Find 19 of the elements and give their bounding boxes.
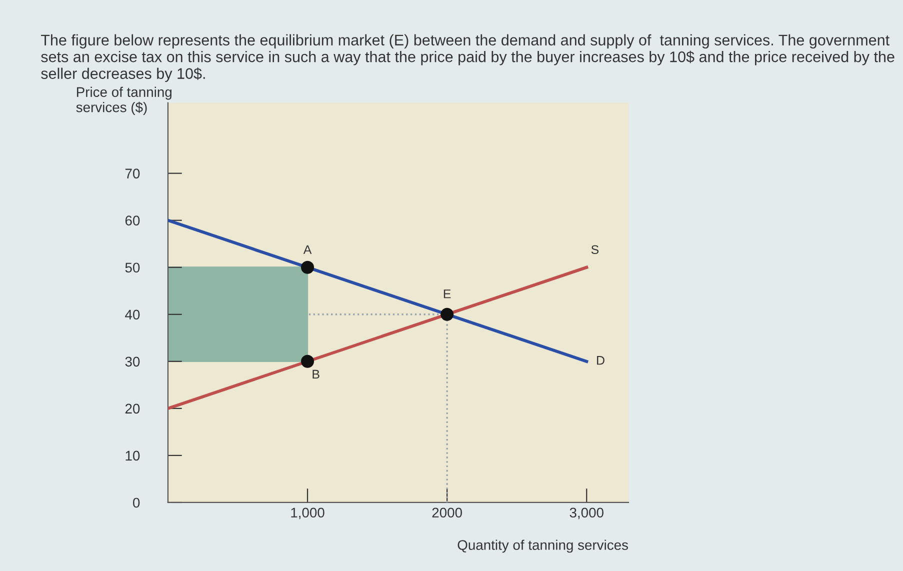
y-tick-label: 10 xyxy=(126,450,140,461)
y-tick-label: 20 xyxy=(125,404,140,414)
annotation: B xyxy=(312,370,320,379)
x-axis-title: Quantity of tanning services xyxy=(458,540,628,553)
annotation: E xyxy=(444,290,451,298)
y-tick-label: 30 xyxy=(125,356,140,367)
x-tick-label: 1,000 xyxy=(291,508,324,520)
annotation: A xyxy=(303,245,312,254)
y-tick-label: 70 xyxy=(125,168,140,178)
y-axis-title: Price of tanning services ($) xyxy=(76,86,172,115)
y-tick-label: 40 xyxy=(125,310,140,320)
x-tick-label: 2000 xyxy=(432,508,462,518)
annotation: S xyxy=(591,245,599,254)
x-tick-label: 3,000 xyxy=(570,508,604,520)
y-tick-label: 60 xyxy=(125,216,140,226)
annotation: D xyxy=(597,356,604,365)
y-tick-label: 50 xyxy=(125,262,140,273)
y-tick-label: 0 xyxy=(133,498,140,508)
chart-title: The figure below represents the equilibrium market (E) between the demand and supply of tanning services. The government sets an excise tax on this service in such a way that the price paid by the buyer increases by 10$ and the price received by the seller decreases by 10$. xyxy=(40,34,894,82)
